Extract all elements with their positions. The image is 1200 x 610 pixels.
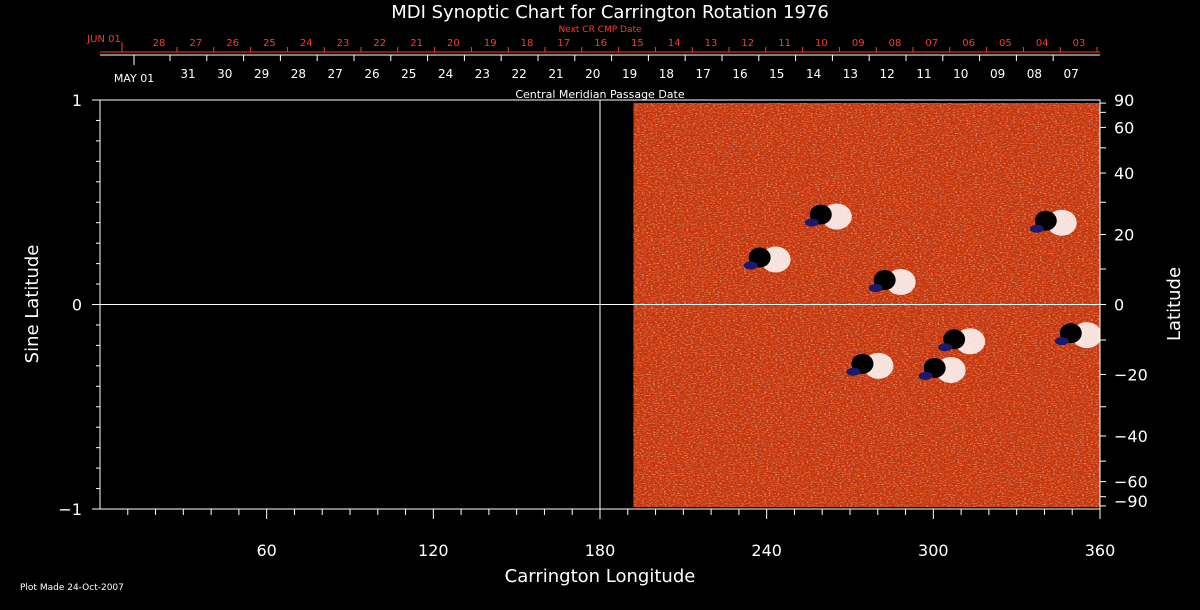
top-axis-date-label: 25 bbox=[263, 38, 276, 49]
cmp-axis-date-label: 19 bbox=[622, 67, 637, 81]
top-axis-date-label: 13 bbox=[705, 38, 718, 49]
cmp-axis-date-label: 14 bbox=[806, 67, 821, 81]
cmp-date-axis: MAY 01 31 30 29 28 27 26 25 24 23 22 21 20 19 18 17 16 15… bbox=[100, 54, 1100, 85]
y-right-tick-label: −60 bbox=[1114, 473, 1148, 492]
y-axis-left: 1 0 −1 bbox=[58, 91, 100, 519]
cmp-axis-date-label: 30 bbox=[217, 67, 232, 81]
top-axis-date-label: 10 bbox=[815, 38, 828, 49]
x-tick-label: 180 bbox=[585, 541, 616, 560]
x-tick-label: 60 bbox=[256, 541, 276, 560]
y-right-tick-label: 0 bbox=[1114, 296, 1124, 315]
cmp-axis-date-label: 29 bbox=[254, 67, 269, 81]
top-axis-date-label: 04 bbox=[1036, 38, 1049, 49]
y-left-tick-label: 0 bbox=[72, 296, 82, 315]
top-axis-date-label: 24 bbox=[300, 38, 313, 49]
y-axis-label-left: Sine Latitude bbox=[22, 245, 43, 364]
top-axis-date-label: 28 bbox=[153, 38, 166, 49]
top-axis-date-label: 06 bbox=[962, 38, 975, 49]
top-axis-date-label: 14 bbox=[668, 38, 681, 49]
x-tick-label: 120 bbox=[418, 541, 449, 560]
active-region-halo-1 bbox=[868, 284, 883, 293]
top-axis-date-label: 09 bbox=[852, 38, 865, 49]
top-axis-date-label: 16 bbox=[594, 38, 607, 49]
cmp-axis-date-label: 16 bbox=[732, 67, 747, 81]
top-axis-date-label: 23 bbox=[337, 38, 350, 49]
y-right-tick-label: 20 bbox=[1114, 226, 1134, 245]
top-axis-date-label: 08 bbox=[889, 38, 902, 49]
next-cr-cmp-caption: Next CR CMP Date bbox=[558, 25, 642, 35]
y-right-tick-label: 60 bbox=[1114, 118, 1134, 137]
cmp-axis-date-label: 09 bbox=[990, 67, 1005, 81]
next-cr-cmp-date-axis: JUN 01 28 27 26 25 24 23 22 21 20 19 18 17 16 15 14 13 12… bbox=[86, 34, 1100, 53]
chart-title: MDI Synoptic Chart for Carrington Rotati… bbox=[391, 2, 829, 23]
top-axis-date-label: 20 bbox=[447, 38, 460, 49]
plot-made-footer: Plot Made 24-Oct-2007 bbox=[20, 583, 124, 593]
y-right-tick-label: 40 bbox=[1114, 164, 1134, 183]
cmp-axis-date-label: 13 bbox=[843, 67, 858, 81]
cmp-axis-date-label: 20 bbox=[585, 67, 600, 81]
cmp-axis-date-label: 11 bbox=[916, 67, 931, 81]
top-axis-date-label: 27 bbox=[189, 38, 202, 49]
top-axis-date-label: 17 bbox=[557, 38, 570, 49]
top-axis-month-label: JUN 01 bbox=[86, 34, 121, 45]
cmp-axis-date-label: 18 bbox=[659, 67, 674, 81]
x-tick-label: 300 bbox=[918, 541, 949, 560]
top-axis-date-label: 26 bbox=[226, 38, 239, 49]
active-region-halo-3 bbox=[1029, 224, 1044, 233]
y-left-tick-label: −1 bbox=[58, 500, 82, 519]
plot-area bbox=[99, 99, 1101, 510]
top-axis-date-label: 21 bbox=[410, 38, 423, 49]
cmp-axis-date-label: 12 bbox=[880, 67, 895, 81]
cmp-axis-date-label: 27 bbox=[328, 67, 343, 81]
cmp-axis-date-label: 08 bbox=[1027, 67, 1042, 81]
cmp-axis-date-label: 23 bbox=[475, 67, 490, 81]
y-left-tick-label: 1 bbox=[72, 91, 82, 110]
cmp-axis-month-label: MAY 01 bbox=[114, 72, 154, 85]
cmp-axis-date-label: 24 bbox=[438, 67, 453, 81]
cmp-axis-date-label: 31 bbox=[180, 67, 195, 81]
cmp-axis-date-label: 21 bbox=[548, 67, 563, 81]
active-region-halo-2 bbox=[804, 218, 819, 227]
top-axis-date-label: 11 bbox=[778, 38, 791, 49]
top-axis-date-label: 22 bbox=[373, 38, 386, 49]
top-axis-date-label: 15 bbox=[631, 38, 644, 49]
cmp-caption: Central Meridian Passage Date bbox=[515, 88, 684, 101]
cmp-axis-date-label: 25 bbox=[401, 67, 416, 81]
active-region-halo-4 bbox=[846, 367, 861, 376]
cmp-axis-date-label: 28 bbox=[291, 67, 306, 81]
y-right-tick-label: 90 bbox=[1114, 91, 1134, 110]
cmp-axis-date-label: 15 bbox=[769, 67, 784, 81]
top-axis-date-label: 19 bbox=[484, 38, 497, 49]
y-right-tick-label: −90 bbox=[1114, 492, 1148, 511]
y-right-tick-label: −20 bbox=[1114, 365, 1148, 384]
x-tick-label: 240 bbox=[751, 541, 782, 560]
active-region-halo-5 bbox=[918, 371, 933, 380]
y-right-tick-label: −40 bbox=[1114, 427, 1148, 446]
top-axis-date-label: 12 bbox=[741, 38, 754, 49]
top-axis-date-label: 05 bbox=[999, 38, 1012, 49]
cmp-axis-date-label: 10 bbox=[953, 67, 968, 81]
x-axis-label: Carrington Longitude bbox=[505, 566, 696, 587]
active-region-halo-7 bbox=[1054, 337, 1069, 346]
y-axis-right: 90 60 40 20 0 −20 −40 −60−90 bbox=[1100, 91, 1148, 511]
cmp-axis-date-label: 26 bbox=[364, 67, 379, 81]
cmp-axis-date-label: 22 bbox=[512, 67, 527, 81]
x-axis: 60 120 180 240 300 360 bbox=[127, 509, 1116, 560]
top-axis-date-label: 03 bbox=[1073, 38, 1086, 49]
active-region-halo-6 bbox=[938, 343, 953, 352]
cmp-axis-date-label: 17 bbox=[696, 67, 711, 81]
top-axis-date-label: 07 bbox=[925, 38, 938, 49]
x-tick-label: 360 bbox=[1085, 541, 1116, 560]
top-axis-date-label: 18 bbox=[521, 38, 534, 49]
y-axis-label-right: Latitude bbox=[1164, 267, 1185, 341]
active-region-halo-0 bbox=[743, 261, 758, 270]
cmp-axis-date-label: 07 bbox=[1064, 67, 1079, 81]
